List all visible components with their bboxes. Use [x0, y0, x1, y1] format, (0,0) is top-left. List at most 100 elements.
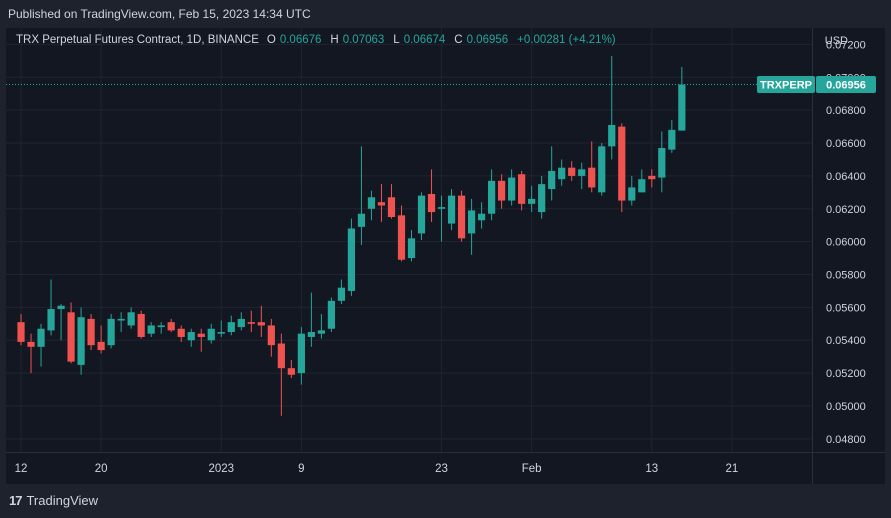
candle-body — [307, 332, 315, 337]
y-tick-label: 0.06000 — [826, 237, 866, 249]
candle-body — [277, 343, 285, 369]
candle-body — [357, 213, 366, 227]
candle-body — [487, 180, 496, 214]
x-tick-label: 13 — [645, 463, 658, 475]
candle-body — [377, 202, 386, 206]
candle-body — [467, 210, 476, 234]
candle-body — [508, 177, 516, 201]
low-label: L — [393, 34, 400, 46]
x-tick-label: 9 — [298, 463, 304, 475]
top-bar: Published on TradingView.com, Feb 15, 20… — [0, 0, 891, 28]
candle-body — [558, 167, 566, 180]
candle-body — [17, 322, 25, 342]
candlestick-chart[interactable]: 0.072000.070000.068000.066000.064000.062… — [6, 28, 885, 484]
candle-body — [638, 179, 646, 193]
candle-body — [337, 287, 346, 301]
candle-body — [117, 318, 125, 321]
y-tick-label: 0.06600 — [826, 138, 866, 150]
candle-body — [658, 147, 666, 178]
candle-body — [37, 328, 45, 347]
y-tick-label: 0.06400 — [826, 171, 866, 183]
candle-body — [237, 318, 245, 328]
candle-body — [317, 330, 325, 334]
price-tag-label: 0.06956 — [826, 80, 866, 92]
x-tick-label: 12 — [15, 463, 28, 475]
low-value: 0.06674 — [403, 34, 446, 46]
candle-body — [297, 333, 305, 374]
change-value: +0.00281 (+4.21%) — [517, 34, 616, 46]
y-tick-label: 0.04800 — [826, 434, 866, 446]
candle-body — [367, 197, 376, 209]
candle-body — [27, 341, 35, 347]
currency-label[interactable]: USD — [824, 35, 848, 47]
y-tick-label: 0.07200 — [826, 39, 866, 51]
y-tick-label: 0.05000 — [826, 401, 866, 413]
candle-body — [207, 328, 215, 341]
candle-body — [217, 332, 225, 334]
candle-body — [77, 317, 85, 365]
candle-body — [47, 309, 55, 331]
close-label: C — [454, 34, 463, 46]
brand-name: TradingView — [26, 493, 99, 508]
candle-body — [247, 322, 255, 324]
candle-body — [187, 332, 195, 341]
candle-body — [227, 322, 235, 333]
candle-body — [167, 322, 175, 331]
x-tick-label: 20 — [95, 463, 108, 475]
x-tick-label: 21 — [726, 463, 739, 475]
open-label: O — [266, 34, 276, 46]
candle-body — [518, 174, 526, 204]
ticker-tag — [757, 76, 815, 94]
close-value: 0.06956 — [466, 34, 509, 46]
candle-body — [437, 207, 446, 209]
y-tick-label: 0.06200 — [826, 204, 866, 216]
candle-body — [618, 126, 626, 201]
series-legend: TRX Perpetual Futures Contract, 1D, BINA… — [16, 34, 621, 46]
candle-body — [327, 300, 336, 329]
symbol-title[interactable]: TRX Perpetual Futures Contract, 1D, BINA… — [16, 34, 259, 46]
x-tick-label: 23 — [435, 463, 448, 475]
candle-body — [67, 312, 75, 362]
candle-body — [528, 198, 536, 204]
chart-area[interactable]: 0.072000.070000.068000.066000.064000.062… — [6, 28, 885, 484]
tradingview-brand[interactable]: 17 TradingView — [9, 493, 98, 508]
y-tick-label: 0.05600 — [826, 302, 866, 314]
candle-body — [407, 238, 416, 259]
candle-body — [387, 197, 396, 217]
candle-body — [648, 175, 656, 180]
candle-body — [427, 193, 436, 213]
candle-body — [477, 213, 486, 221]
candle-body — [157, 325, 165, 328]
candle-body — [568, 167, 576, 176]
tradingview-logo-icon: 17 — [9, 493, 23, 508]
candle-body — [287, 368, 295, 375]
footer: 17 TradingView — [0, 484, 891, 518]
candle-body — [137, 313, 145, 337]
candle-body — [447, 195, 456, 224]
price-tag — [816, 76, 876, 94]
high-label: H — [330, 34, 339, 46]
candle-body — [107, 318, 115, 346]
candle-body — [197, 333, 205, 337]
candle-body — [417, 195, 426, 234]
candle-body — [498, 180, 506, 201]
open-value: 0.06676 — [279, 34, 322, 46]
candle-body — [598, 146, 606, 193]
candle-body — [588, 167, 596, 188]
high-value: 0.07063 — [342, 34, 385, 46]
candle-body — [548, 170, 556, 190]
candle-body — [87, 318, 95, 346]
x-tick-label: 2023 — [208, 463, 234, 475]
candle-body — [678, 84, 686, 131]
ticker-tag-label: TRXPERP — [760, 80, 812, 92]
candle-body — [578, 169, 586, 176]
y-tick-label: 0.05200 — [826, 368, 866, 380]
y-tick-label: 0.05800 — [826, 270, 866, 282]
candle-body — [608, 124, 616, 147]
candle-body — [628, 187, 636, 201]
candle-body — [127, 312, 135, 326]
candle-body — [397, 215, 406, 260]
y-tick-label: 0.05400 — [826, 335, 866, 347]
candle-body — [257, 322, 265, 326]
candle-body — [267, 325, 275, 346]
